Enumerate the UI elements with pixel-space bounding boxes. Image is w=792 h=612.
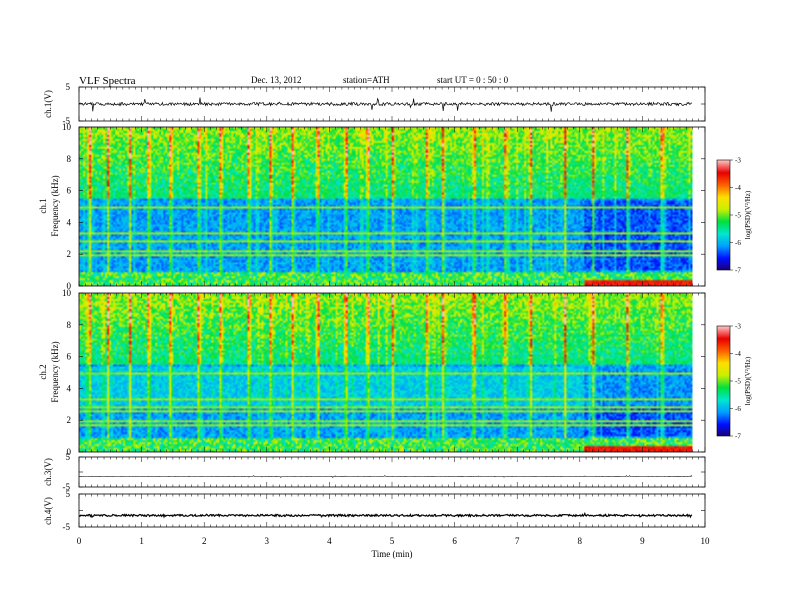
ch3-wave-ylabel: ch.3(V): [43, 458, 53, 486]
colorbar-ch2: -3 -4 -5 -6 -7 log(PSD)(V²/Hz): [716, 323, 752, 441]
ch1-spec-ytick-10: 10: [62, 122, 72, 132]
ch1-wave-tick-top: 5: [66, 82, 71, 92]
ch2-spec-ytick-0: 0: [67, 447, 72, 457]
ch2-spectrogram-image: [79, 293, 693, 452]
time-axis-label: Time (min): [372, 549, 413, 559]
ch1-spectrogram-image: [79, 127, 693, 286]
xtick-label-6: 6: [452, 536, 457, 546]
ch1-spec-ylabel-channel: ch.1: [38, 198, 48, 213]
ch2-spec-ylabel-frequency: Frequency (kHz): [50, 341, 60, 402]
colorbar-ch2-tick--6: -6: [735, 405, 741, 413]
ch2-spec-ylabel-channel: ch.2: [38, 364, 48, 379]
ch4-waveform-panel: 5 -5 ch.4(V): [43, 489, 706, 532]
xtick-label-5: 5: [390, 536, 395, 546]
colorbar-ch2-label: log(PSD)(V²/Hz): [744, 356, 752, 405]
ch1-spec-ytick-2: 2: [67, 249, 72, 259]
colorbar-ch2-tick--3: -3: [735, 323, 741, 331]
colorbar-ch1-tick--7: -7: [735, 267, 741, 275]
colorbar-ch1-tick--3: -3: [735, 157, 741, 165]
xtick-label-3: 3: [265, 536, 270, 546]
station-label: station=ATH: [343, 75, 390, 85]
xtick-label-8: 8: [578, 536, 583, 546]
ch1-waveform-trace: [78, 97, 693, 112]
ch4-wave-ylabel: ch.4(V): [43, 497, 53, 525]
ch4-waveform-trace: [78, 511, 693, 519]
ch1-wave-tick-bottom: -5: [63, 116, 71, 126]
figure-title: VLF Spectra: [79, 75, 136, 87]
colorbar-ch2-tick--4: -4: [735, 350, 741, 358]
xtick-label-1: 1: [139, 536, 144, 546]
colorbar-ch1: -3 -4 -5 -6 -7 log(PSD)(V²/Hz): [716, 157, 752, 275]
xtick-label-10: 10: [701, 536, 711, 546]
xtick-label-2: 2: [202, 536, 207, 546]
colorbar-ch1-tick--6: -6: [735, 239, 741, 247]
ch3-wave-tick-top: 5: [66, 452, 71, 462]
ch1-spec-ytick-6: 6: [67, 186, 72, 196]
ch2-spec-ytick-8: 8: [67, 320, 72, 330]
ch4-wave-tick-top: 5: [66, 489, 71, 499]
ch1-spec-ylabel-frequency: Frequency (kHz): [50, 175, 60, 236]
ch4-wave-tick-bottom: -5: [63, 522, 71, 532]
ch1-wave-ylabel: ch.1(V): [43, 90, 53, 118]
xtick-label-0: 0: [77, 536, 82, 546]
colorbar-ch2-gradient: [717, 326, 730, 436]
ch2-spec-ytick-4: 4: [67, 383, 72, 393]
colorbar-ch1-gradient: [717, 160, 730, 270]
xtick-label-4: 4: [327, 536, 332, 546]
colorbar-ch1-tick--4: -4: [735, 184, 741, 192]
ch2-spec-ytick-6: 6: [67, 352, 72, 362]
ch3-waveform-panel: 5 -5 ch.3(V): [43, 452, 706, 492]
start-time-label: start UT = 0 : 50 : 0: [437, 75, 509, 85]
colorbar-ch2-tick--7: -7: [735, 433, 741, 441]
colorbar-ch1-label: log(PSD)(V²/Hz): [744, 190, 752, 239]
ch1-spec-ytick-8: 8: [67, 154, 72, 164]
colorbar-ch2-tick--5: -5: [735, 378, 741, 386]
ch3-wave-tick-bottom: -5: [63, 482, 71, 492]
ch3-waveform-trace: [78, 475, 693, 478]
ch1-spec-ytick-0: 0: [67, 281, 72, 291]
colorbar-ch1-tick--5: -5: [735, 212, 741, 220]
ch1-spec-ytick-4: 4: [67, 217, 72, 227]
ch2-spec-ytick-2: 2: [67, 415, 72, 425]
date-label: Dec. 13, 2012: [251, 75, 302, 85]
ch1-waveform-panel: 5 -5 ch.1(V): [43, 82, 706, 126]
ch2-spectrogram-panel: 10 8 6 4 2 0 ch.2 Frequency (kHz): [38, 288, 706, 457]
xtick-label-9: 9: [640, 536, 645, 546]
time-axis-ticks: 0 1 2 3 4 5 6 7 8 9 10: [77, 87, 710, 546]
ch2-spec-ytick-10: 10: [62, 288, 72, 298]
xtick-label-7: 7: [515, 536, 520, 546]
ch1-spectrogram-panel: 10 8 6 4 2 0 ch.1 Frequency (kHz): [38, 122, 706, 291]
